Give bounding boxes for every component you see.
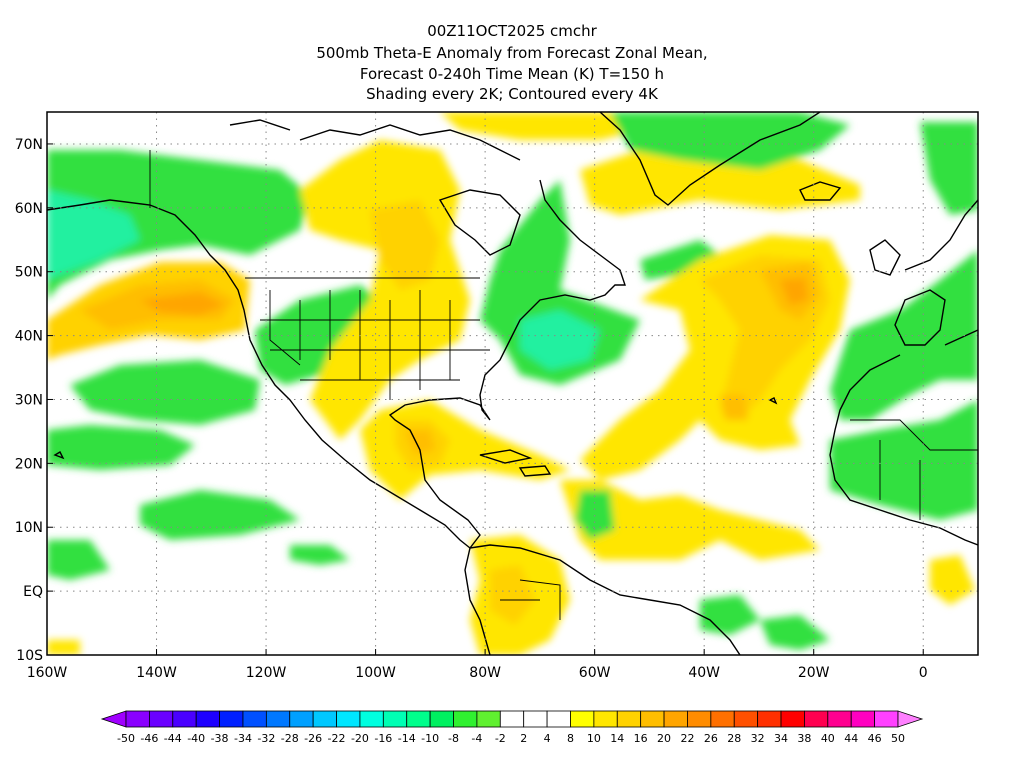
colorbar-swatch — [219, 710, 244, 728]
colorbar-swatch — [312, 710, 337, 728]
colorbar: -50 -46 -44 -40 -38 -34 -32 -28 -26 -22 -20 -16 -14-… — [100, 710, 924, 745]
colorbar-label: 44 — [844, 732, 858, 745]
colorbar-swatch — [593, 710, 618, 728]
colorbar-swatch — [289, 710, 314, 728]
colorbar-swatch — [616, 710, 642, 728]
colorbar-swatch — [663, 710, 688, 728]
colorbar-swatch — [125, 710, 150, 728]
colorbar-swatch — [382, 710, 408, 728]
political-borders — [149, 150, 978, 620]
lat-tick-label: 70N — [15, 137, 43, 153]
colorbar-label: 4 — [544, 732, 551, 745]
lat-tick-label: 30N — [15, 392, 43, 408]
colorbar-label: -2 — [495, 732, 506, 745]
coastlines — [47, 112, 978, 655]
colorbar-label: -38 — [211, 732, 229, 745]
colorbar-label: -40 — [187, 732, 205, 745]
title-line-4: Shading every 2K; Contoured every 4K — [366, 85, 658, 103]
colorbar-label: 14 — [610, 732, 624, 745]
colorbar-label: -20 — [351, 732, 369, 745]
lon-tick-label: 140W — [136, 665, 177, 681]
colorbar-label: 10 — [587, 732, 601, 745]
colorbar-label: 26 — [704, 732, 718, 745]
colorbar-label: -10 — [421, 732, 439, 745]
lat-tick-label: 20N — [15, 456, 43, 472]
lon-axis: 160W 140W 120W 100W 80W 60W 40W 20W 0 — [27, 649, 928, 681]
colorbar-swatch — [570, 710, 595, 728]
colorbar-swatch — [710, 710, 735, 728]
colorbar-label: -32 — [257, 732, 275, 745]
colorbar-label: 40 — [821, 732, 835, 745]
lat-tick-label: 60N — [15, 201, 43, 217]
colorbar-swatch — [265, 710, 291, 728]
colorbar-label: 34 — [774, 732, 788, 745]
colorbar-swatch — [476, 710, 501, 728]
colorbar-swatch — [429, 710, 454, 728]
colorbar-swatch — [359, 710, 384, 728]
colorbar-label: -46 — [140, 732, 158, 745]
lon-tick-label: 40W — [688, 665, 720, 681]
lon-tick-label: 80W — [469, 665, 501, 681]
colorbar-label: 20 — [657, 732, 671, 745]
map-frame — [46, 111, 979, 656]
colorbar-swatch — [499, 710, 525, 728]
title-line-2: 500mb Theta-E Anomaly from Forecast Zona… — [316, 44, 708, 62]
colorbar-label: 32 — [751, 732, 765, 745]
colorbar-label: -4 — [471, 732, 482, 745]
colorbar-swatch — [546, 710, 571, 728]
lon-tick-label: 120W — [246, 665, 287, 681]
colorbar-label: 38 — [797, 732, 811, 745]
colorbar-label: 28 — [727, 732, 741, 745]
colorbar-swatch — [523, 710, 548, 728]
colorbar-swatch — [780, 710, 805, 728]
lat-tick-label: 50N — [15, 265, 43, 281]
lon-tick-label: 60W — [579, 665, 611, 681]
colorbar-low-arrow — [100, 710, 127, 728]
colorbar-label: -34 — [234, 732, 252, 745]
lat-tick-label: 10S — [16, 648, 43, 664]
colorbar-label: -22 — [328, 732, 346, 745]
colorbar-label: 8 — [567, 732, 574, 745]
colorbar-swatch — [336, 710, 361, 728]
colorbar-swatch — [453, 710, 478, 728]
colorbar-label: 16 — [634, 732, 648, 745]
colorbar-label: -26 — [304, 732, 322, 745]
lon-tick-label: 20W — [798, 665, 830, 681]
colorbar-label: -14 — [398, 732, 416, 745]
colorbar-label: 50 — [891, 732, 905, 745]
lon-tick-label: 100W — [355, 665, 396, 681]
colorbar-swatch — [733, 710, 759, 728]
colorbar-label: 22 — [680, 732, 694, 745]
lon-tick-label: 0 — [919, 665, 928, 681]
lon-tick-label: 160W — [27, 665, 68, 681]
lat-axis: 70N 60N 50N 40N 30N 20N 10N EQ 10S — [15, 137, 53, 664]
colorbar-label: -50 — [117, 732, 135, 745]
colorbar-label: 46 — [868, 732, 882, 745]
colorbar-swatch — [804, 710, 829, 728]
title-line-1: 00Z11OCT2025 cmchr — [427, 22, 597, 40]
shaded-field — [47, 112, 978, 655]
colorbar-label: -44 — [164, 732, 182, 745]
colorbar-label: 2 — [520, 732, 527, 745]
colorbar-label: -28 — [281, 732, 299, 745]
colorbar-swatch — [195, 710, 220, 728]
colorbar-swatch — [148, 710, 174, 728]
colorbar-swatch — [874, 710, 899, 728]
colorbar-swatch — [687, 710, 712, 728]
colorbar-label: -16 — [374, 732, 392, 745]
colorbar-swatch — [757, 710, 782, 728]
lat-tick-label: 10N — [15, 520, 43, 536]
colorbar-swatch — [850, 710, 876, 728]
colorbar-swatch — [242, 710, 267, 728]
title-line-3: Forecast 0-240h Time Mean (K) T=150 h — [359, 65, 665, 83]
colorbar-swatch — [406, 710, 431, 728]
lat-tick-label: 40N — [15, 329, 43, 345]
colorbar-swatch — [640, 710, 665, 728]
colorbar-swatch — [172, 710, 197, 728]
colorbar-high-arrow — [897, 710, 924, 728]
colorbar-swatch — [827, 710, 852, 728]
lat-tick-label: EQ — [23, 584, 43, 600]
colorbar-label: -8 — [448, 732, 459, 745]
